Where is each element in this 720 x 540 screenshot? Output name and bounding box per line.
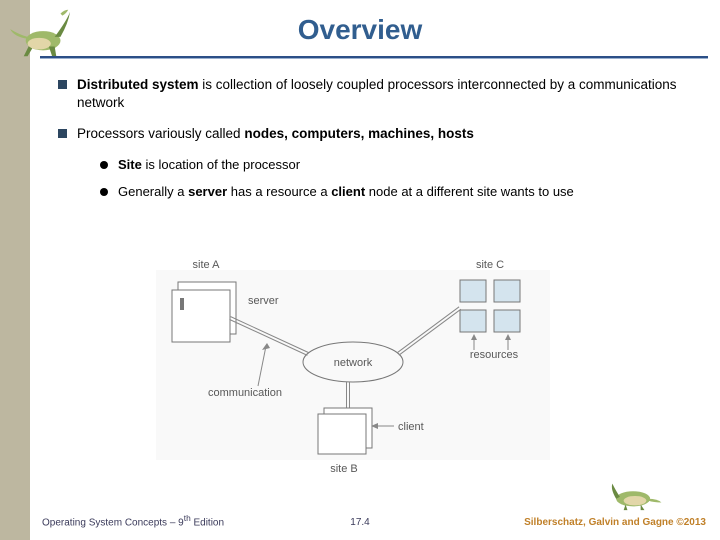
- page-title: Overview: [0, 14, 720, 46]
- bullet-level2: Generally a server has a resource a clie…: [100, 184, 696, 201]
- bullet-level2: Site is location of the processor: [100, 157, 696, 174]
- svg-text:resources: resources: [470, 349, 519, 361]
- bullet-level1: Distributed system is collection of loos…: [58, 76, 696, 111]
- circle-bullet-icon: [100, 161, 108, 169]
- content-area: Distributed system is collection of loos…: [58, 76, 696, 210]
- bullet-level1: Processors variously called nodes, compu…: [58, 125, 696, 143]
- svg-text:network: network: [334, 357, 373, 369]
- square-bullet-icon: [58, 129, 67, 138]
- title-rule: [40, 56, 708, 59]
- square-bullet-icon: [58, 80, 67, 89]
- network-diagram: site A site C server resources network commun…: [148, 258, 558, 476]
- svg-text:site A: site A: [193, 259, 221, 271]
- circle-bullet-icon: [100, 188, 108, 196]
- svg-text:site C: site C: [476, 259, 504, 271]
- svg-text:server: server: [248, 295, 279, 307]
- dinosaur-logo-bottom: [606, 478, 664, 512]
- svg-text:communication: communication: [208, 387, 282, 399]
- sidebar-strip: [0, 0, 30, 540]
- footer-right: Silberschatz, Galvin and Gagne ©2013: [524, 517, 706, 528]
- svg-text:site B: site B: [330, 463, 358, 475]
- svg-text:client: client: [398, 421, 424, 433]
